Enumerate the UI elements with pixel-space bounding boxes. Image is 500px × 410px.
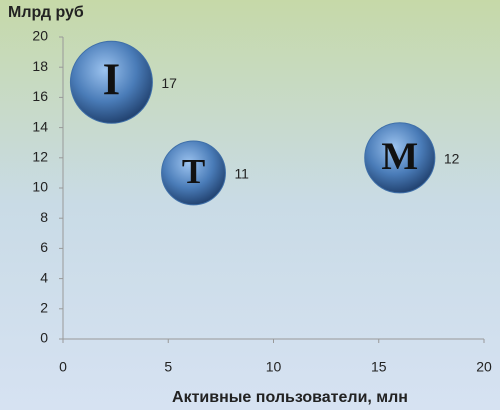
y-tick-label: 6	[40, 239, 48, 255]
x-tick-label: 0	[59, 359, 67, 375]
x-tick-label: 20	[476, 359, 492, 375]
bubble-letter: I	[103, 55, 121, 105]
y-tick-label: 0	[40, 330, 48, 346]
bubble-letter: T	[182, 152, 205, 191]
data-label: 12	[444, 151, 460, 167]
x-axis-label: Активные пользователи, млн	[172, 389, 408, 406]
y-tick-label: 20	[32, 28, 48, 44]
x-tick-label: 15	[371, 359, 387, 375]
bubble	[364, 122, 436, 194]
chart-title: Млрд руб	[8, 4, 84, 21]
y-tick-label: 12	[32, 149, 48, 165]
y-tick-label: 10	[32, 179, 48, 195]
bubble	[69, 40, 153, 124]
bubble-letter: M	[381, 135, 418, 178]
x-tick-label: 5	[164, 359, 172, 375]
data-label: 11	[234, 166, 249, 182]
bubble	[161, 140, 226, 206]
x-tick-label: 10	[266, 359, 282, 375]
y-tick-label: 4	[40, 269, 48, 285]
y-tick-label: 8	[40, 209, 48, 225]
y-tick-label: 14	[32, 118, 48, 134]
y-tick-label: 2	[40, 300, 48, 316]
data-label: 17	[161, 75, 177, 91]
y-tick-label: 16	[32, 88, 48, 104]
y-tick-label: 18	[32, 58, 48, 74]
